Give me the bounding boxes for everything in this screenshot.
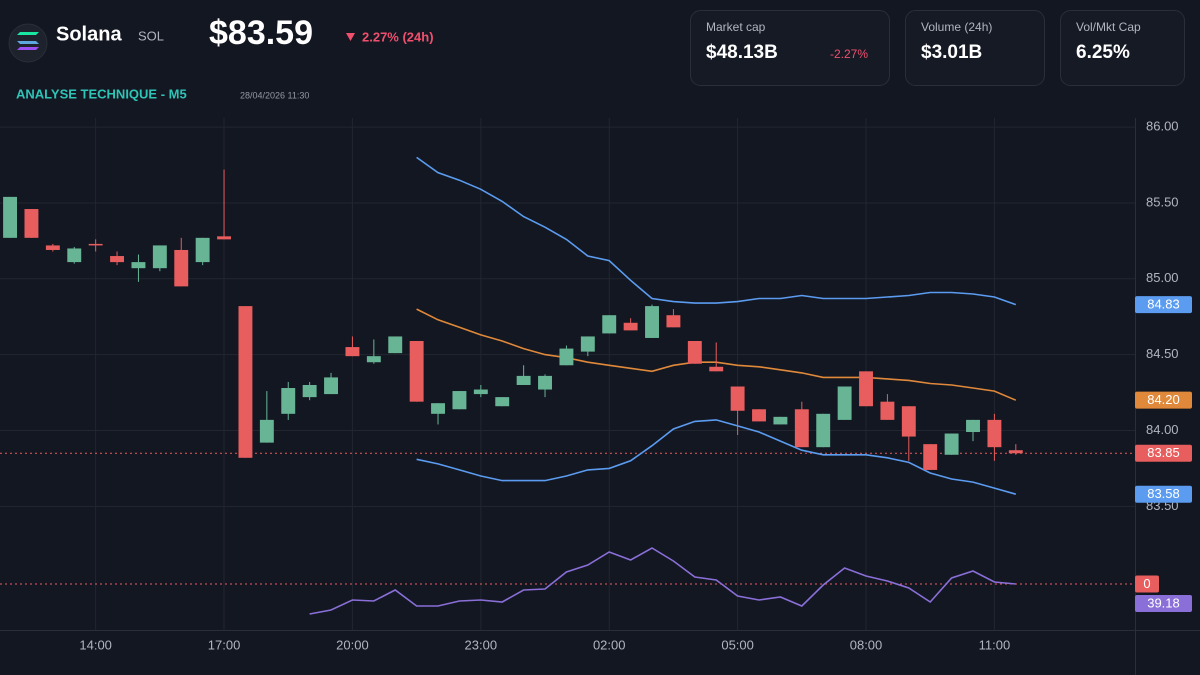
stat-card xyxy=(1060,10,1185,86)
stat-card xyxy=(905,10,1045,86)
price-tag-label: 84.20 xyxy=(1147,392,1180,407)
candle-body xyxy=(538,375,552,390)
timestamp: 28/04/2026 11:30 xyxy=(240,90,309,100)
candle-body xyxy=(431,403,445,414)
price-tag-label: 83.58 xyxy=(1147,486,1180,501)
x-tick-label: 08:00 xyxy=(850,637,883,652)
down-arrow xyxy=(346,33,355,41)
candle-body xyxy=(859,371,873,407)
candle-body xyxy=(580,336,595,352)
indicator-tag-label: 0 xyxy=(1143,576,1150,591)
price-tag xyxy=(1135,391,1192,409)
y-tick-label: 86.00 xyxy=(1146,119,1179,134)
candle-body xyxy=(302,384,317,398)
candle-body xyxy=(110,256,125,263)
y-tick-label: 85.50 xyxy=(1146,194,1179,209)
candle-body xyxy=(623,322,638,331)
x-tick-label: 14:00 xyxy=(79,637,112,652)
x-tick-label: 17:00 xyxy=(208,637,241,652)
candle-body xyxy=(666,315,681,328)
stat-card xyxy=(690,10,890,86)
candle-body xyxy=(259,419,274,443)
indicator-line xyxy=(309,547,1016,615)
candle-body xyxy=(388,336,403,354)
candle-body xyxy=(752,409,766,422)
candle-body xyxy=(709,366,724,372)
candle-body xyxy=(45,245,60,250)
x-tick-label: 11:00 xyxy=(979,637,1011,652)
candle-body xyxy=(837,386,852,420)
y-tick-label: 84.00 xyxy=(1146,422,1179,437)
section-title: ANALYSE TECHNIQUE - M5 xyxy=(16,86,187,101)
price: $83.59 xyxy=(209,14,313,52)
candle-body xyxy=(944,433,959,455)
logo xyxy=(8,23,48,63)
candle-body xyxy=(602,315,617,334)
price-tag xyxy=(1135,296,1192,314)
candle-body xyxy=(24,209,39,238)
price-tag xyxy=(1135,485,1192,503)
coin-symbol: SOL xyxy=(138,28,164,43)
candle-body xyxy=(794,409,809,448)
price-tag-label: 84.83 xyxy=(1147,297,1180,312)
candle-body xyxy=(516,375,531,385)
indicator-tag-label: 39.18 xyxy=(1147,595,1180,610)
x-tick-label: 23:00 xyxy=(465,637,498,652)
candle-body xyxy=(880,401,895,420)
indicator-tag xyxy=(1135,595,1192,612)
candle-body xyxy=(645,306,659,338)
candle-body xyxy=(195,237,210,263)
plot: 14:00 17:00 20:00 23:00 02:00 05:00 08:00 11:00… xyxy=(0,118,1192,652)
price-change: 2.27% (24h) xyxy=(362,29,434,44)
band-line xyxy=(416,156,1017,306)
candle-body xyxy=(67,248,82,263)
y-tick-label: 85.00 xyxy=(1146,270,1179,285)
candle-body xyxy=(687,340,702,364)
candle-body xyxy=(88,243,103,246)
candle-body xyxy=(987,419,1002,448)
stat-label: Market cap xyxy=(706,20,766,34)
candle-body xyxy=(152,245,167,269)
candle-body xyxy=(559,348,574,366)
candle-body xyxy=(3,196,18,238)
stat-value: 6.25% xyxy=(1076,42,1130,63)
x-tick-label: 05:00 xyxy=(721,637,754,652)
stat-label: Vol/Mkt Cap xyxy=(1076,20,1141,34)
candle-body xyxy=(966,419,980,433)
candle-body xyxy=(773,416,788,425)
candle-body xyxy=(495,397,510,407)
y-tick-label: 84.50 xyxy=(1146,346,1179,361)
stat-value: $48.13B xyxy=(706,42,778,63)
stat-change: -2.27% xyxy=(830,47,868,61)
candle-body xyxy=(131,262,146,269)
candle-body xyxy=(366,356,381,363)
x-tick-label: 20:00 xyxy=(336,637,369,652)
candle-body xyxy=(1008,450,1023,454)
candle-body xyxy=(816,413,831,448)
price-tag xyxy=(1135,444,1192,462)
candle-body xyxy=(217,236,232,240)
x-tick-label: 02:00 xyxy=(593,637,626,652)
candle-body xyxy=(473,389,488,395)
candle-body xyxy=(324,377,338,395)
candle-body xyxy=(452,391,467,410)
coin-name: Solana xyxy=(56,23,122,45)
candle-body xyxy=(238,306,253,458)
candle-body xyxy=(901,406,916,437)
stat-value: $3.01B xyxy=(921,42,982,63)
candle-body xyxy=(409,340,424,402)
candle-body xyxy=(345,347,360,357)
band-line xyxy=(416,419,1017,495)
price-tag-label: 83.85 xyxy=(1147,445,1180,460)
stat-label: Volume (24h) xyxy=(921,20,992,34)
indicator-tag xyxy=(1135,575,1159,593)
candle-body xyxy=(281,388,296,414)
candle-body xyxy=(174,249,189,287)
candle-body xyxy=(923,444,938,470)
candle-body xyxy=(730,386,745,411)
